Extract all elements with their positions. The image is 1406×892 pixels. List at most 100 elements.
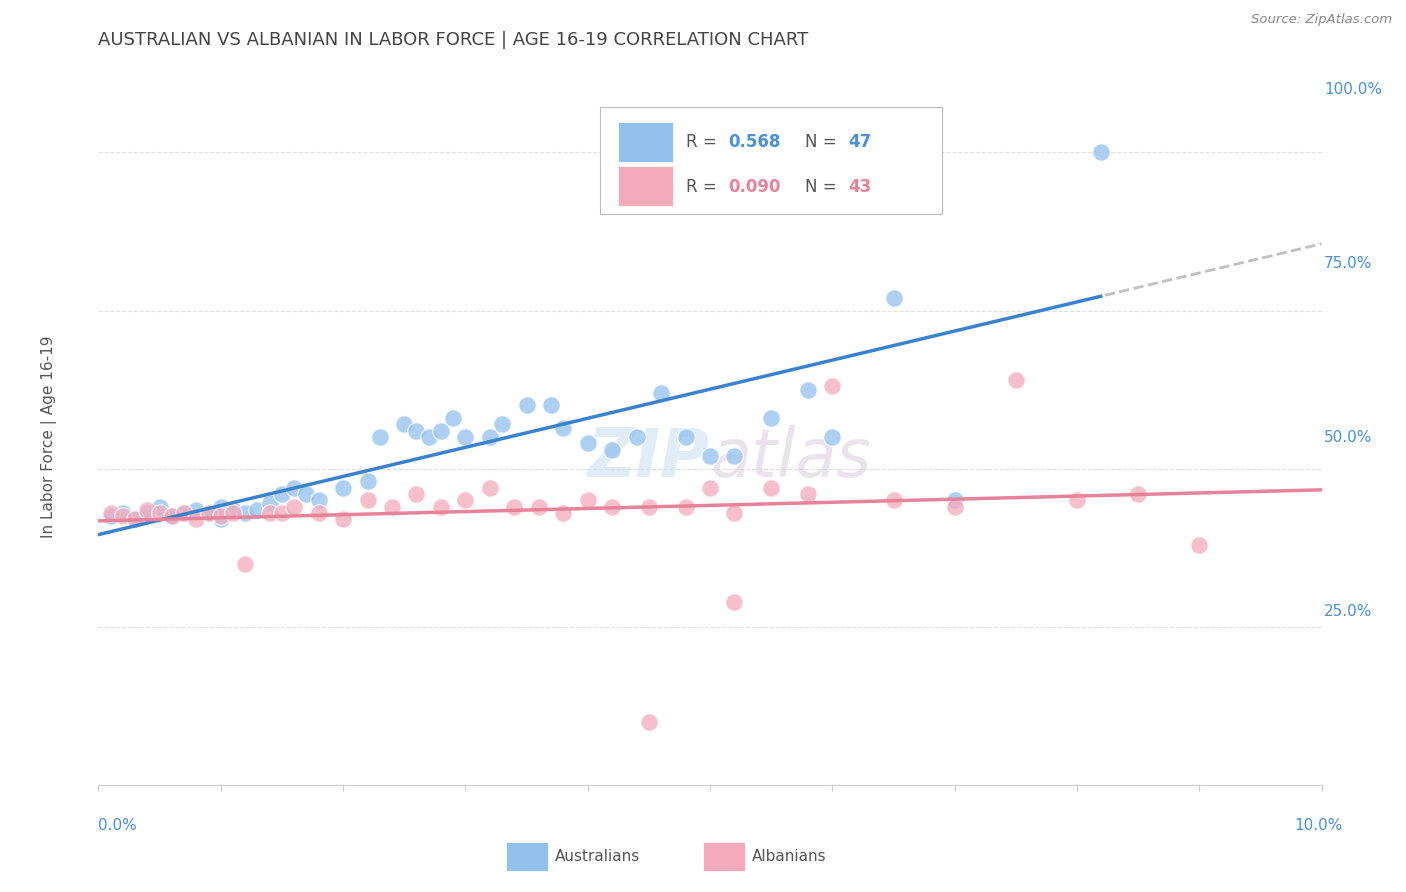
Point <box>1188 538 1211 552</box>
FancyBboxPatch shape <box>619 166 673 206</box>
Point <box>699 449 721 463</box>
Text: 75.0%: 75.0% <box>1324 256 1372 270</box>
Point <box>650 385 672 400</box>
Point <box>405 424 427 438</box>
Point <box>821 430 844 444</box>
Point <box>503 500 526 514</box>
Point <box>441 411 464 425</box>
Text: 43: 43 <box>848 178 872 195</box>
Point <box>246 503 269 517</box>
Point <box>149 506 172 520</box>
Point <box>405 487 427 501</box>
Text: Australians: Australians <box>555 849 641 863</box>
FancyBboxPatch shape <box>600 106 942 214</box>
Point <box>259 506 281 520</box>
Text: 0.568: 0.568 <box>728 133 780 151</box>
Point <box>197 506 219 520</box>
Text: R =: R = <box>686 133 721 151</box>
Point <box>626 430 648 444</box>
Point <box>356 493 378 508</box>
Point <box>723 449 745 463</box>
Point <box>100 509 122 524</box>
Point <box>160 509 183 524</box>
Point <box>308 493 330 508</box>
Point <box>723 506 745 520</box>
Text: atlas: atlas <box>710 425 872 491</box>
Point <box>454 493 477 508</box>
Point <box>576 493 599 508</box>
Point <box>233 557 256 571</box>
Text: AUSTRALIAN VS ALBANIAN IN LABOR FORCE | AGE 16-19 CORRELATION CHART: AUSTRALIAN VS ALBANIAN IN LABOR FORCE | … <box>98 31 808 49</box>
Point <box>430 424 453 438</box>
Text: 50.0%: 50.0% <box>1324 430 1372 444</box>
Point <box>209 500 232 514</box>
Point <box>478 430 501 444</box>
Point <box>759 481 782 495</box>
Point <box>368 430 391 444</box>
Point <box>540 399 562 413</box>
Point <box>600 442 623 457</box>
Point <box>186 512 208 526</box>
Point <box>111 509 134 524</box>
Point <box>430 500 453 514</box>
Point <box>759 411 782 425</box>
Point <box>136 506 159 520</box>
Point <box>675 430 697 444</box>
Text: 10.0%: 10.0% <box>1295 818 1343 832</box>
Point <box>160 509 183 524</box>
Point <box>1090 145 1112 160</box>
Text: 47: 47 <box>848 133 872 151</box>
Point <box>637 500 661 514</box>
Point <box>124 512 146 526</box>
Point <box>111 506 134 520</box>
Text: N =: N = <box>806 178 842 195</box>
Point <box>356 475 378 489</box>
Point <box>553 506 575 520</box>
Point <box>173 506 195 520</box>
Point <box>478 481 501 495</box>
Text: Albanians: Albanians <box>752 849 827 863</box>
Point <box>124 512 146 526</box>
Point <box>392 417 416 432</box>
FancyBboxPatch shape <box>619 122 673 162</box>
Point <box>222 503 245 517</box>
Point <box>308 506 330 520</box>
Text: N =: N = <box>806 133 842 151</box>
Point <box>197 506 219 520</box>
Text: ZIP: ZIP <box>588 425 710 491</box>
Point <box>270 487 292 501</box>
Point <box>136 503 159 517</box>
Point <box>491 417 513 432</box>
Point <box>1066 493 1088 508</box>
Point <box>332 481 354 495</box>
Point <box>699 481 721 495</box>
Point <box>454 430 477 444</box>
Point <box>883 145 905 160</box>
Text: 100.0%: 100.0% <box>1324 82 1382 96</box>
Point <box>283 500 305 514</box>
Point <box>1004 373 1026 387</box>
Point <box>100 506 122 520</box>
Text: 0.090: 0.090 <box>728 178 780 195</box>
Point <box>723 594 745 608</box>
Point <box>600 500 623 514</box>
Point <box>797 383 820 397</box>
Point <box>576 436 599 450</box>
Point <box>883 291 905 305</box>
Point <box>381 500 404 514</box>
Point <box>186 503 208 517</box>
Point <box>516 399 538 413</box>
Point <box>821 379 844 393</box>
Text: 0.0%: 0.0% <box>98 818 138 832</box>
Text: R =: R = <box>686 178 721 195</box>
Point <box>233 506 256 520</box>
Text: Source: ZipAtlas.com: Source: ZipAtlas.com <box>1251 13 1392 27</box>
Point <box>943 500 966 514</box>
Point <box>418 430 440 444</box>
Point <box>527 500 550 514</box>
Text: In Labor Force | Age 16-19: In Labor Force | Age 16-19 <box>42 335 58 539</box>
Point <box>943 493 966 508</box>
Point <box>173 506 195 520</box>
Point <box>149 500 172 514</box>
Point <box>295 487 318 501</box>
